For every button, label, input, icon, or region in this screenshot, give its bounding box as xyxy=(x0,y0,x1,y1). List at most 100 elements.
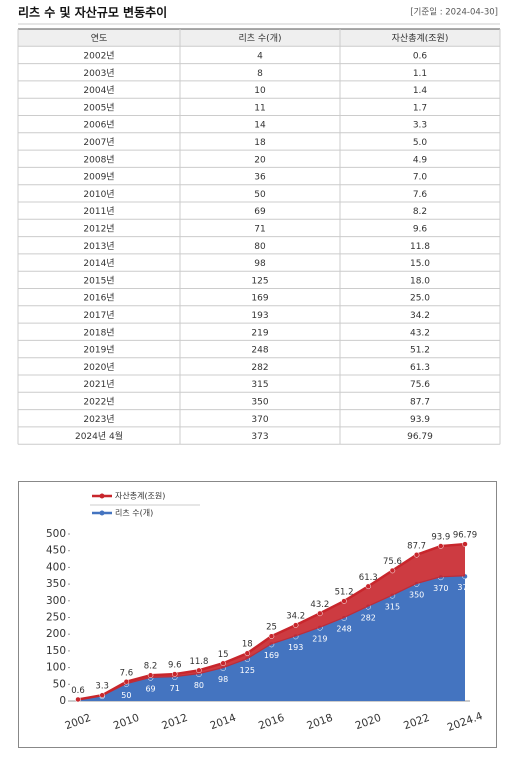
table-cell: 2015년 xyxy=(83,275,114,286)
table-cell: 1.4 xyxy=(413,86,428,96)
base-date: [기준일 : 2024-04-30] xyxy=(410,8,498,18)
table-cell: 15.0 xyxy=(410,259,430,269)
point xyxy=(147,672,154,678)
table-cell: 4 xyxy=(257,51,263,61)
table-cell: 36 xyxy=(254,173,266,183)
y-tick-label: 400 xyxy=(46,561,66,573)
point xyxy=(365,583,371,590)
table-cell: 2021년 xyxy=(83,379,114,390)
legend-marker xyxy=(99,493,105,499)
table-cell: 219 xyxy=(251,328,268,338)
y-tick-label: 100 xyxy=(46,662,66,674)
table-cell: 93.9 xyxy=(410,415,430,425)
table-cell: 0.6 xyxy=(413,51,428,61)
value-label: 51.2 xyxy=(335,588,354,598)
table-cell: 2008년 xyxy=(83,154,114,165)
table-cell: 3.3 xyxy=(413,121,427,131)
table-cell: 2004년 xyxy=(83,85,114,96)
table-cell: 315 xyxy=(251,380,268,390)
value-label: 69 xyxy=(145,684,155,693)
table-cell: 1.1 xyxy=(413,69,427,79)
table-cell: 2009년 xyxy=(83,172,114,183)
value-label: 93.9 xyxy=(431,533,450,543)
value-label: 18 xyxy=(242,640,253,650)
table-cell: 20 xyxy=(254,155,266,165)
table-cell: 7.6 xyxy=(413,190,428,200)
point xyxy=(123,679,130,685)
value-label: 11.8 xyxy=(189,657,208,667)
y-tick-label: 500 xyxy=(46,528,66,540)
table-cell: 43.2 xyxy=(410,328,430,338)
point xyxy=(99,692,105,698)
point xyxy=(196,667,202,674)
value-label: 43.2 xyxy=(310,600,329,610)
table-cell: 11 xyxy=(254,103,265,113)
table-cell: 2022년 xyxy=(83,396,114,407)
y-tick-label: 350 xyxy=(46,578,66,590)
table-cell: 373 xyxy=(251,432,268,442)
table-cell: 14 xyxy=(254,121,266,131)
page-title: 리츠 수 및 자산규모 변동추이 xyxy=(18,5,167,20)
value-label: 25 xyxy=(266,623,277,633)
value-label: 8.2 xyxy=(144,662,158,672)
table-cell: 8 xyxy=(257,69,263,79)
y-tick-label: 150 xyxy=(46,645,66,657)
table-cell: 2024년 4월 xyxy=(75,430,123,442)
point xyxy=(438,543,444,549)
value-label: 3.3 xyxy=(95,682,109,692)
table-cell: 282 xyxy=(251,363,268,373)
value-label: 71 xyxy=(170,684,180,693)
value-label: 61.3 xyxy=(359,573,378,583)
table-header-bg xyxy=(18,29,500,47)
table-cell: 2005년 xyxy=(83,102,114,113)
table-cell: 2012년 xyxy=(83,223,114,234)
point xyxy=(389,567,396,574)
value-label: 15 xyxy=(218,650,229,660)
table-cell: 370 xyxy=(251,415,268,425)
point xyxy=(317,610,323,617)
table-cell: 9.6 xyxy=(413,224,428,234)
table-cell: 71 xyxy=(254,224,265,234)
value-label: 0.6 xyxy=(71,686,85,696)
value-label: 4 xyxy=(75,706,80,715)
value-label: 96.79 xyxy=(453,531,477,541)
table-header-cell: 연도 xyxy=(91,33,108,44)
table-cell: 98 xyxy=(254,259,266,269)
table-cell: 1.7 xyxy=(413,103,427,113)
table-cell: 2016년 xyxy=(83,293,114,304)
table-cell: 2010년 xyxy=(83,189,114,200)
table-cell: 2020년 xyxy=(83,362,114,373)
table-cell: 350 xyxy=(251,397,268,407)
point xyxy=(292,622,299,628)
legend-marker xyxy=(99,510,105,516)
table-cell: 2023년 xyxy=(83,414,114,425)
y-tick-label: 0 xyxy=(59,695,66,707)
value-label: 9.6 xyxy=(168,661,182,671)
table-cell: 2006년 xyxy=(83,120,114,131)
value-label: 350 xyxy=(409,591,424,600)
table-cell: 2014년 xyxy=(83,258,114,269)
table-cell: 2003년 xyxy=(83,68,114,79)
table-cell: 87.7 xyxy=(410,397,430,407)
table-cell: 61.3 xyxy=(410,363,430,373)
y-tick-label: 300 xyxy=(46,595,66,607)
y-tick-label: 200 xyxy=(46,628,66,640)
table-cell: 18.0 xyxy=(410,276,430,286)
table-cell: 80 xyxy=(254,242,266,252)
table-header-cell: 자산총계(조원) xyxy=(392,32,449,44)
y-tick-label: 50 xyxy=(53,678,66,690)
value-label: 248 xyxy=(336,625,351,634)
table-cell: 2007년 xyxy=(83,137,114,148)
point xyxy=(172,671,178,677)
value-label: 370 xyxy=(433,584,448,593)
table-cell: 25.0 xyxy=(410,294,430,304)
point xyxy=(462,541,468,547)
table-cell: 2013년 xyxy=(83,241,114,252)
table-cell: 50 xyxy=(254,190,266,200)
table-cell: 125 xyxy=(251,276,268,286)
table-header-cell: 리츠 수(개) xyxy=(238,33,281,44)
point xyxy=(75,696,81,703)
point xyxy=(220,660,226,667)
